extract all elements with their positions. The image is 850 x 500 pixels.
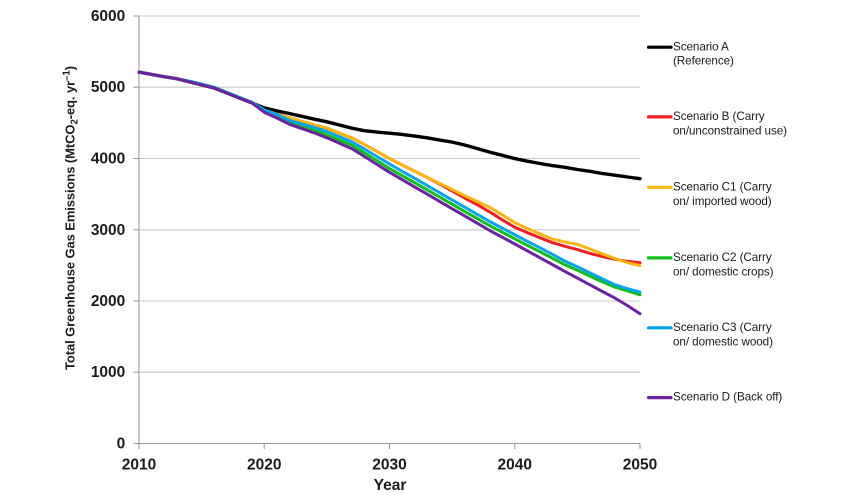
svg-text:2050: 2050 [623, 456, 657, 473]
svg-text:Year: Year [374, 477, 407, 494]
svg-text:Scenario C2 (Carry: Scenario C2 (Carry [673, 251, 772, 264]
svg-text:(Reference): (Reference) [673, 55, 734, 68]
svg-text:on/unconstrained use): on/unconstrained use) [673, 124, 787, 137]
svg-text:on/ domestic wood): on/ domestic wood) [673, 335, 773, 348]
svg-text:on/ domestic crops): on/ domestic crops) [673, 265, 774, 278]
svg-text:5000: 5000 [91, 79, 125, 96]
svg-text:2010: 2010 [122, 456, 156, 473]
svg-text:4000: 4000 [91, 151, 125, 168]
svg-text:Total Greenhouse Gas Emissions: Total Greenhouse Gas Emissions (MtCO2-eq… [62, 66, 81, 370]
svg-text:1000: 1000 [91, 364, 125, 381]
svg-text:Scenario B (Carry: Scenario B (Carry [673, 110, 765, 123]
svg-text:2040: 2040 [498, 456, 532, 473]
svg-text:6000: 6000 [91, 8, 125, 25]
svg-text:2020: 2020 [247, 456, 281, 473]
svg-text:Scenario D (Back off): Scenario D (Back off) [673, 391, 782, 404]
svg-text:3000: 3000 [91, 222, 125, 239]
svg-text:Scenario A: Scenario A [673, 40, 729, 53]
svg-text:on/ imported wood): on/ imported wood) [673, 195, 772, 208]
svg-text:0: 0 [117, 436, 126, 453]
svg-text:2000: 2000 [91, 293, 125, 310]
svg-text:2030: 2030 [372, 456, 406, 473]
svg-text:Scenario C3 (Carry: Scenario C3 (Carry [673, 321, 772, 334]
svg-text:Scenario C1 (Carry: Scenario C1 (Carry [673, 180, 772, 193]
